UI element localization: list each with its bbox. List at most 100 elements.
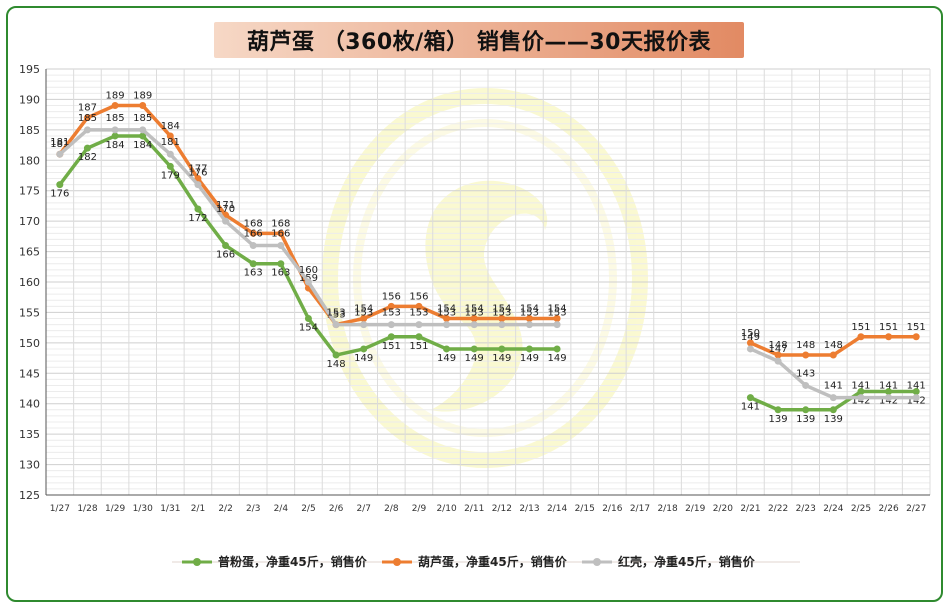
- data-label: 176: [50, 189, 69, 200]
- data-point: [277, 260, 285, 268]
- data-point: [553, 315, 561, 323]
- y-tick-label: 185: [19, 124, 40, 137]
- data-point: [304, 315, 312, 323]
- data-label: 151: [409, 341, 428, 352]
- data-label: 148: [327, 359, 346, 370]
- data-label: 154: [437, 304, 456, 315]
- data-point: [498, 321, 506, 329]
- data-label: 156: [409, 291, 428, 302]
- data-point: [387, 333, 395, 341]
- x-tick-label: 2/25: [851, 504, 871, 514]
- data-label: 149: [492, 353, 511, 364]
- data-point: [387, 321, 395, 329]
- data-point: [222, 217, 230, 225]
- data-label: 153: [382, 308, 401, 319]
- data-point: [498, 345, 506, 353]
- legend-label: 红壳，净重45斤，销售价: [618, 554, 756, 569]
- data-label: 148: [796, 340, 815, 351]
- data-point: [139, 102, 147, 110]
- data-label: 154: [492, 304, 511, 315]
- data-point: [111, 126, 119, 134]
- data-point: [83, 114, 91, 122]
- data-point: [885, 394, 893, 402]
- data-point: [912, 333, 920, 341]
- data-label: 139: [769, 414, 788, 425]
- data-point: [885, 388, 893, 396]
- legend-label: 葫芦蛋，净重45斤，销售价: [418, 554, 568, 569]
- data-label: 153: [437, 308, 456, 319]
- data-point: [415, 302, 423, 310]
- data-point: [525, 315, 533, 323]
- data-label: 149: [520, 353, 539, 364]
- data-label: 156: [382, 291, 401, 302]
- chart-legend: 普粉蛋，净重45斤，销售价 葫芦蛋，净重45斤，销售价 红壳，净重45斤，销售价: [172, 554, 800, 569]
- data-label: 141: [851, 381, 870, 392]
- legend-label: 普粉蛋，净重45斤，销售价: [218, 554, 368, 569]
- data-point: [111, 102, 119, 110]
- y-tick-label: 125: [19, 489, 40, 502]
- data-point: [443, 321, 451, 329]
- data-point: [802, 406, 810, 414]
- data-label: 151: [907, 322, 926, 333]
- data-point: [360, 321, 368, 329]
- data-point: [194, 181, 202, 189]
- x-tick-label: 2/2: [218, 504, 232, 514]
- watermark-logo: [322, 88, 648, 468]
- data-point: [304, 278, 312, 286]
- x-axis-ticks: 1/27 1/28 1/29 1/30 1/31 2/1 2/2 2/3 2/4 2/5 2/6 2/…: [50, 504, 927, 514]
- x-tick-label: 2/27: [906, 504, 926, 514]
- data-point: [166, 150, 174, 158]
- data-point: [525, 321, 533, 329]
- data-label: 181: [50, 137, 69, 148]
- chart-axes: [45, 69, 930, 496]
- data-point: [553, 345, 561, 353]
- data-label: 139: [824, 414, 843, 425]
- data-point: [249, 229, 257, 237]
- data-label: 189: [106, 91, 125, 102]
- y-tick-label: 145: [19, 367, 40, 380]
- data-label: 149: [354, 353, 373, 364]
- y-tick-label: 155: [19, 306, 40, 319]
- data-point: [857, 388, 865, 396]
- y-tick-label: 195: [19, 63, 40, 76]
- chart-grid: [45, 68, 931, 496]
- y-tick-label: 140: [19, 398, 40, 411]
- data-label: 143: [796, 368, 815, 379]
- data-label: 166: [244, 228, 263, 239]
- data-label: 187: [78, 103, 97, 114]
- chart-series: 176 182 184 184 179 172 166 163 163 154 148 149 151 1…: [50, 91, 925, 425]
- data-label: 182: [78, 152, 97, 163]
- data-point: [802, 351, 810, 359]
- y-tick-label: 175: [19, 185, 40, 198]
- series-2: 1811871891891841771711681681591531541561…: [50, 91, 926, 359]
- x-tick-label: 2/3: [246, 504, 260, 514]
- data-point: [222, 241, 230, 249]
- data-point: [249, 241, 257, 249]
- data-label: 141: [907, 381, 926, 392]
- data-label: 184: [106, 140, 125, 151]
- x-tick-label: 2/10: [436, 504, 456, 514]
- x-tick-label: 2/4: [274, 504, 289, 514]
- data-point: [83, 144, 91, 152]
- data-label: 166: [271, 228, 290, 239]
- y-tick-label: 150: [19, 337, 40, 350]
- data-label: 185: [78, 113, 97, 124]
- data-point: [885, 333, 893, 341]
- data-label: 153: [520, 308, 539, 319]
- data-label: 154: [548, 304, 567, 315]
- x-tick-label: 2/24: [823, 504, 843, 514]
- data-label: 151: [851, 322, 870, 333]
- data-point: [277, 241, 285, 249]
- data-label: 153: [548, 308, 567, 319]
- chart-title: 葫芦蛋 （360枚/箱） 销售价——30天报价表: [247, 30, 711, 55]
- data-point: [857, 333, 865, 341]
- data-label: 139: [796, 414, 815, 425]
- data-label: 154: [354, 304, 373, 315]
- data-point: [387, 302, 395, 310]
- data-label: 181: [50, 139, 69, 150]
- data-label: 148: [769, 340, 788, 351]
- legend-swatch-marker: [393, 558, 401, 566]
- data-point: [56, 181, 64, 189]
- data-point: [111, 132, 119, 140]
